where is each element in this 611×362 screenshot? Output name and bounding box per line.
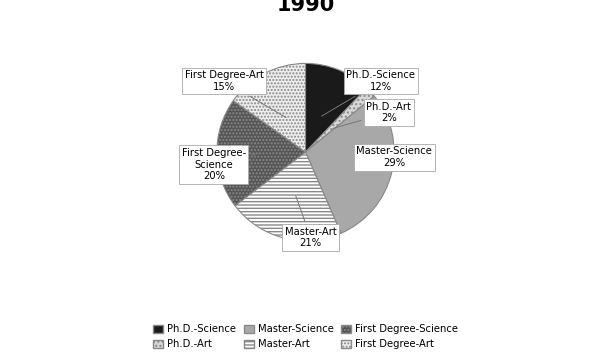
Text: Ph.D.-Art
2%: Ph.D.-Art 2% xyxy=(333,102,411,129)
Wedge shape xyxy=(235,152,341,241)
Wedge shape xyxy=(306,63,367,152)
Wedge shape xyxy=(233,63,306,152)
Text: Master-Art
21%: Master-Art 21% xyxy=(285,196,337,248)
Text: First Degree-
Science
20%: First Degree- Science 20% xyxy=(181,148,258,181)
Text: Master-Science
29%: Master-Science 29% xyxy=(356,147,432,168)
Wedge shape xyxy=(306,96,394,233)
Text: Ph.D.-Science
12%: Ph.D.-Science 12% xyxy=(322,70,415,116)
Title: 1990: 1990 xyxy=(276,0,335,14)
Text: First Degree-Art
15%: First Degree-Art 15% xyxy=(185,70,286,118)
Wedge shape xyxy=(217,101,306,206)
Legend: Ph.D.-Science, Ph.D.-Art, Master-Science, Master-Art, First Degree-Science, Firs: Ph.D.-Science, Ph.D.-Art, Master-Science… xyxy=(148,320,463,353)
Wedge shape xyxy=(306,88,375,152)
